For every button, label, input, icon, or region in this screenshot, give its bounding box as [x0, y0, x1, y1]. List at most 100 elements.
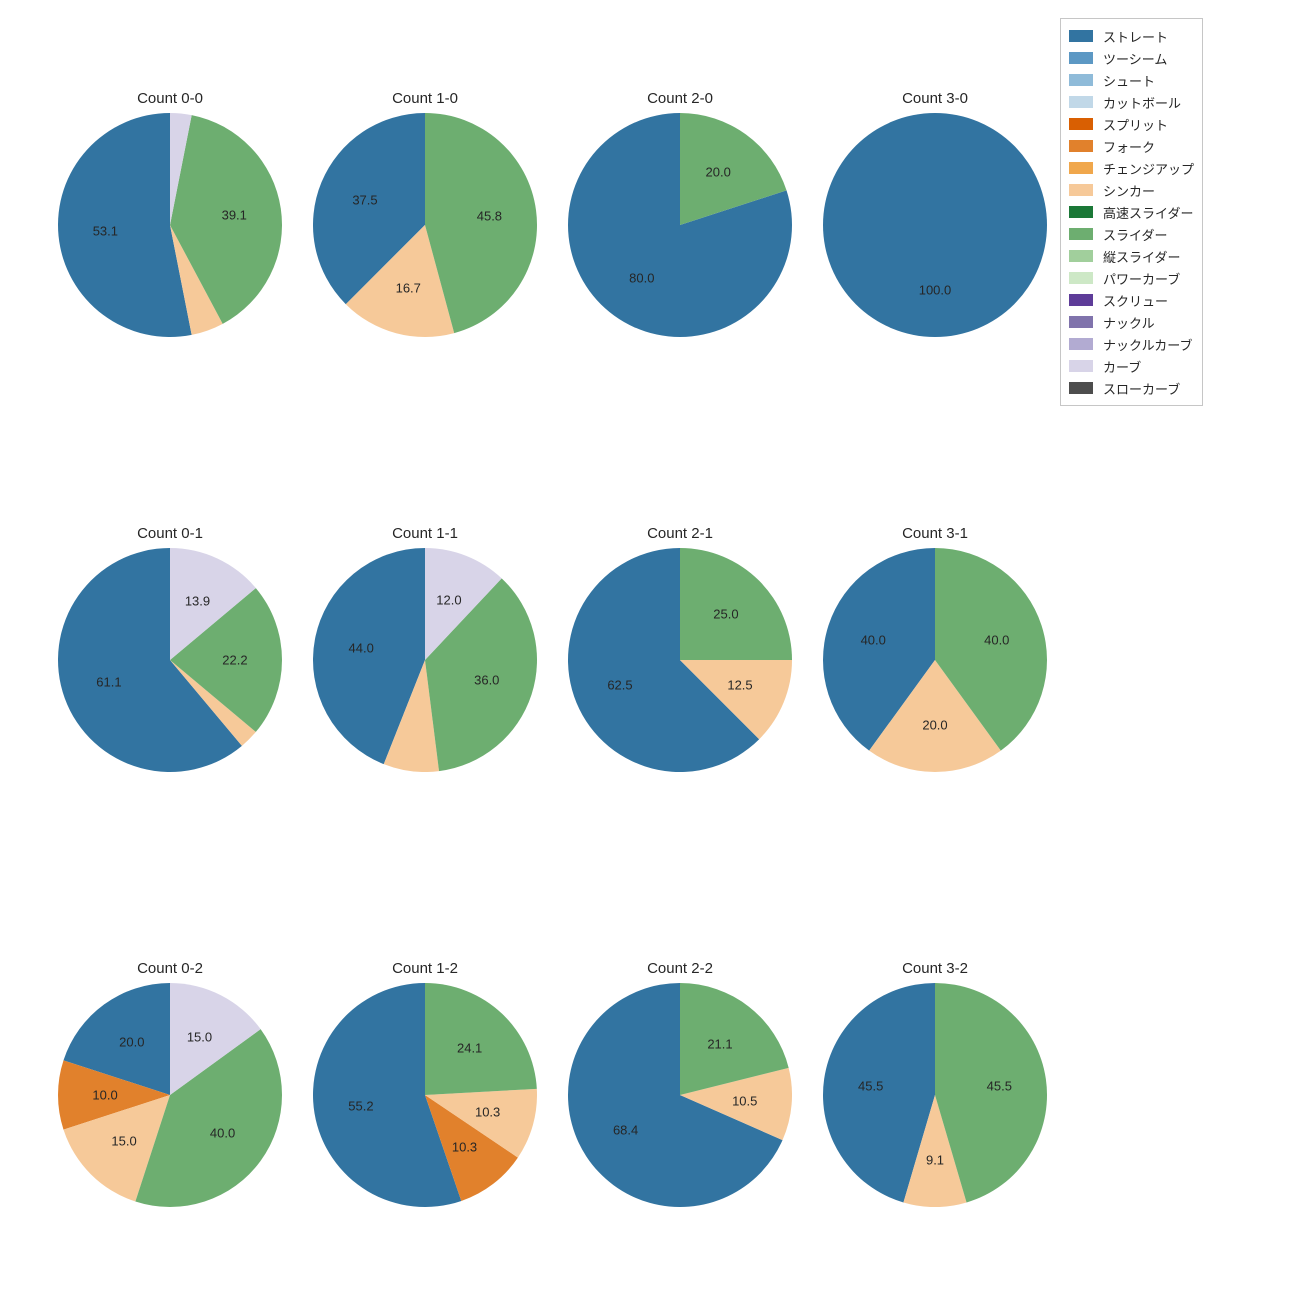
legend-item: パワーカーブ: [1069, 267, 1194, 289]
legend-label: ストレート: [1103, 27, 1168, 46]
legend-label: 縦スライダー: [1103, 247, 1180, 266]
legend-label: カットボール: [1103, 93, 1181, 112]
pie-chart: [568, 548, 792, 772]
pie-slice-label: 37.5: [352, 193, 377, 208]
legend-item: ナックルカーブ: [1069, 333, 1194, 355]
legend-item: スクリュー: [1069, 289, 1194, 311]
pie-chart: [313, 983, 537, 1207]
legend-item: スライダー: [1069, 223, 1194, 245]
legend-item: カーブ: [1069, 355, 1194, 377]
chart-title: Count 1-0: [392, 90, 458, 107]
legend-swatch: [1069, 96, 1093, 108]
legend-swatch: [1069, 184, 1093, 196]
pie-slice-label: 53.1: [93, 224, 118, 239]
legend-item: スプリット: [1069, 113, 1194, 135]
pie-slice-label: 9.1: [926, 1152, 944, 1167]
chart-title: Count 2-0: [647, 90, 713, 107]
legend-item: シュート: [1069, 69, 1194, 91]
legend-item: 高速スライダー: [1069, 201, 1194, 223]
chart-title: Count 3-2: [902, 960, 968, 977]
pie-slice: [425, 983, 537, 1095]
legend-label: スローカーブ: [1103, 379, 1180, 398]
pie-slice-label: 45.5: [987, 1078, 1012, 1093]
pie-slice: [823, 113, 1047, 337]
pie-slice-label: 80.0: [629, 270, 654, 285]
legend-label: スプリット: [1103, 115, 1168, 134]
pie-chart: [823, 548, 1047, 772]
pie-slice-label: 21.1: [707, 1036, 732, 1051]
legend-swatch: [1069, 360, 1093, 372]
legend-label: スライダー: [1103, 225, 1167, 244]
pie-slice-label: 15.0: [111, 1133, 136, 1148]
legend-swatch: [1069, 382, 1093, 394]
pie-slice-label: 40.0: [210, 1126, 235, 1141]
pie-slice-label: 25.0: [713, 607, 738, 622]
legend-label: チェンジアップ: [1103, 159, 1194, 178]
pie-slice-label: 15.0: [187, 1030, 212, 1045]
pie-chart: [58, 548, 282, 772]
legend-swatch: [1069, 206, 1093, 218]
legend-item: カットボール: [1069, 91, 1194, 113]
legend-item: ストレート: [1069, 25, 1194, 47]
legend-swatch: [1069, 294, 1093, 306]
legend-label: フォーク: [1103, 137, 1155, 156]
chart-title: Count 3-0: [902, 90, 968, 107]
legend-label: 高速スライダー: [1103, 203, 1193, 222]
legend-item: フォーク: [1069, 135, 1194, 157]
legend-swatch: [1069, 228, 1093, 240]
legend-label: シンカー: [1103, 181, 1155, 200]
legend-item: シンカー: [1069, 179, 1194, 201]
pie-chart: [823, 113, 1047, 337]
legend-swatch: [1069, 52, 1093, 64]
pie-slice-label: 68.4: [613, 1123, 638, 1138]
legend-label: ナックル: [1103, 313, 1155, 332]
pie-slice-label: 10.5: [732, 1093, 757, 1108]
pie-slice-label: 20.0: [922, 717, 947, 732]
pie-slice-label: 12.5: [727, 677, 752, 692]
chart-title: Count 1-2: [392, 960, 458, 977]
pie-chart: [568, 113, 792, 337]
chart-title: Count 0-0: [137, 90, 203, 107]
legend-label: スクリュー: [1103, 291, 1168, 310]
pie-slice-label: 24.1: [457, 1040, 482, 1055]
pie-slice-label: 12.0: [436, 592, 461, 607]
pie-slice-label: 22.2: [222, 653, 247, 668]
pie-slice-label: 36.0: [474, 673, 499, 688]
pie-slice-label: 55.2: [348, 1098, 373, 1113]
pie-chart: [823, 983, 1047, 1207]
pie-slice-label: 40.0: [984, 632, 1009, 647]
legend-swatch: [1069, 74, 1093, 86]
legend: ストレートツーシームシュートカットボールスプリットフォークチェンジアップシンカー…: [1060, 18, 1203, 406]
legend-swatch: [1069, 30, 1093, 42]
pie-slice-label: 45.5: [858, 1078, 883, 1093]
legend-swatch: [1069, 162, 1093, 174]
pie-slice-label: 13.9: [185, 594, 210, 609]
pie-chart: [313, 113, 537, 337]
pie-slice-label: 100.0: [919, 282, 952, 297]
legend-item: 縦スライダー: [1069, 245, 1194, 267]
chart-title: Count 2-2: [647, 960, 713, 977]
chart-title: Count 0-2: [137, 960, 203, 977]
figure: Count 0-053.139.1Count 1-037.516.745.8Co…: [0, 0, 1300, 1300]
pie-slice-label: 10.3: [475, 1105, 500, 1120]
legend-label: ツーシーム: [1103, 49, 1167, 68]
chart-title: Count 2-1: [647, 525, 713, 542]
pie-chart: [313, 548, 537, 772]
pie-slice-label: 44.0: [349, 640, 374, 655]
pie-slice-label: 39.1: [222, 208, 247, 223]
legend-item: ツーシーム: [1069, 47, 1194, 69]
pie-chart: [58, 113, 282, 337]
pie-slice: [680, 548, 792, 660]
legend-swatch: [1069, 250, 1093, 262]
pie-chart: [568, 983, 792, 1207]
chart-title: Count 1-1: [392, 525, 458, 542]
legend-swatch: [1069, 118, 1093, 130]
pie-slice-label: 45.8: [477, 209, 502, 224]
chart-title: Count 0-1: [137, 525, 203, 542]
legend-swatch: [1069, 316, 1093, 328]
legend-item: チェンジアップ: [1069, 157, 1194, 179]
legend-label: ナックルカーブ: [1103, 335, 1192, 354]
pie-slice-label: 61.1: [96, 675, 121, 690]
chart-title: Count 3-1: [902, 525, 968, 542]
pie-slice-label: 10.0: [92, 1088, 117, 1103]
